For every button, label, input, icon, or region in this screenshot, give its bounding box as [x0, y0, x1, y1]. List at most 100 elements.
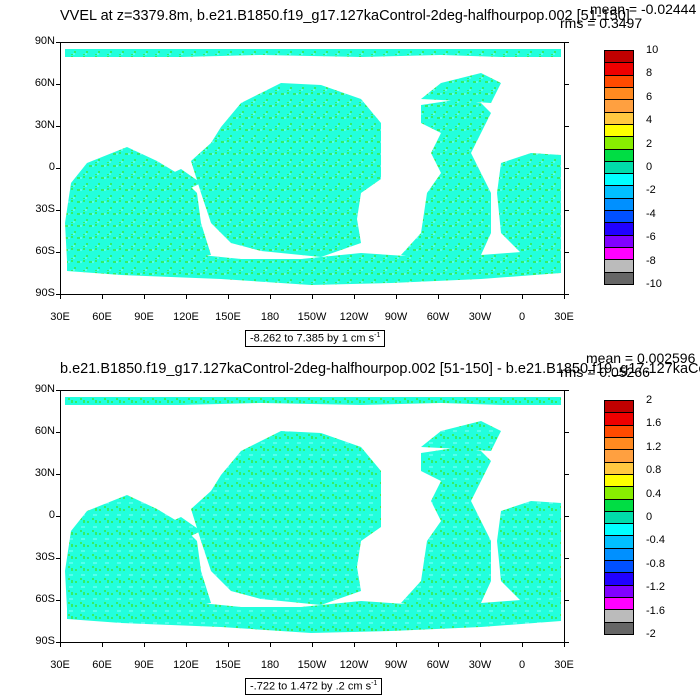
- colorbar-swatch: [604, 547, 634, 562]
- lon-label: 60E: [92, 659, 112, 671]
- lat-label: 60S: [35, 593, 55, 605]
- lon-tick: [228, 643, 229, 647]
- colorbar-label: 0: [646, 161, 653, 173]
- bottom-mean: mean = 0.002596: [586, 350, 696, 366]
- colorbar-label: 10: [646, 44, 659, 56]
- lat-label: 0: [48, 161, 55, 173]
- lat-tick: [56, 42, 60, 43]
- lon-label: 60E: [92, 311, 112, 323]
- lon-label: 30W: [468, 311, 492, 323]
- lon-tick: [354, 295, 355, 299]
- lon-label: 150E: [215, 659, 241, 671]
- lon-tick: [480, 295, 481, 299]
- colorbar-swatch: [604, 609, 634, 623]
- lat-tick: [56, 294, 60, 295]
- bottom-title: b.e21.B1850.f19_g17.127kaControl-2deg-ha…: [60, 361, 700, 377]
- lat-label: 90N: [34, 35, 55, 47]
- ocean-region: [65, 495, 211, 609]
- colorbar-label: 0.4: [646, 487, 662, 500]
- lon-tick: [270, 295, 271, 299]
- colorbar-swatch: [604, 222, 634, 236]
- lon-tick: [228, 295, 229, 299]
- ocean-region: [151, 517, 201, 541]
- lat-tick: [56, 390, 60, 391]
- lon-label: 90W: [384, 659, 408, 671]
- colorbar-swatch: [604, 523, 634, 537]
- ocean-region: [67, 249, 561, 285]
- colorbar-swatch: [604, 424, 634, 438]
- colorbar-swatch: [604, 597, 634, 611]
- lat-tick: [56, 168, 60, 169]
- lon-label: 180: [260, 311, 280, 323]
- lon-label: 90E: [134, 659, 154, 671]
- lat-tick: [56, 210, 60, 211]
- lat-tick: [565, 474, 569, 475]
- lon-tick: [522, 643, 523, 647]
- lon-label: 120W: [339, 659, 369, 671]
- ocean-region: [401, 447, 491, 611]
- colorbar-swatch: [604, 412, 634, 426]
- lon-tick: [144, 643, 145, 647]
- ocean-region: [191, 431, 381, 605]
- lon-tick: [144, 295, 145, 299]
- lat-tick: [565, 516, 569, 517]
- lat-label: 90S: [35, 635, 55, 647]
- top-colorbar: 10 8 6 4 2 0 -2 -4 -6 -8 -10: [604, 44, 662, 290]
- colorbar-swatch: [604, 74, 634, 88]
- ocean-region: [401, 99, 491, 263]
- colorbar-label: 0.8: [646, 464, 662, 477]
- ocean-region: [151, 169, 201, 193]
- lat-tick: [565, 252, 569, 253]
- bottom-contour-range: -.722 to 1.472 by .2 cm s-1: [245, 678, 383, 695]
- colorbar-swatch: [604, 436, 634, 451]
- lat-tick: [56, 600, 60, 601]
- lon-tick: [522, 295, 523, 299]
- colorbar-swatch: [604, 210, 634, 224]
- lon-label: 60W: [426, 311, 450, 323]
- lon-label: 90W: [384, 311, 408, 323]
- colorbar-swatch: [604, 400, 634, 414]
- lat-label: 30N: [34, 467, 55, 479]
- lon-label: 30E: [50, 659, 70, 671]
- lon-tick: [564, 295, 565, 299]
- lon-tick: [438, 643, 439, 647]
- ocean-field: [65, 49, 561, 285]
- bottom-range-text: -.722 to 1.472 by .2 cm s: [250, 680, 372, 693]
- ocean-region: [191, 83, 381, 257]
- bottom-range-sup: -1: [371, 680, 378, 687]
- lat-tick: [565, 294, 569, 295]
- colorbar-swatch: [604, 473, 634, 488]
- lat-tick: [56, 432, 60, 433]
- colorbar-swatch: [604, 247, 634, 261]
- lat-tick: [56, 252, 60, 253]
- lon-label: 30E: [554, 311, 574, 323]
- ocean-region: [421, 421, 501, 451]
- top-contour-range: -8.262 to 7.385 by 1 cm s-1: [245, 330, 386, 347]
- colorbar-swatch: [604, 510, 634, 525]
- lat-label: 30N: [34, 119, 55, 131]
- ocean-field: [65, 397, 561, 633]
- lat-tick: [565, 126, 569, 127]
- colorbar-label: -2: [646, 628, 656, 640]
- colorbar-swatch: [604, 50, 634, 64]
- lon-tick: [438, 295, 439, 299]
- lat-tick: [56, 126, 60, 127]
- lon-label: 120W: [339, 311, 369, 323]
- lat-tick: [565, 432, 569, 433]
- lat-label: 30S: [35, 203, 55, 215]
- ocean-region: [65, 147, 211, 261]
- lon-tick: [186, 643, 187, 647]
- bottom-map-plot: [60, 390, 565, 643]
- ocean-region: [497, 501, 561, 601]
- colorbar-swatch: [604, 560, 634, 574]
- ocean-region: [497, 153, 561, 253]
- lon-label: 0: [518, 311, 526, 323]
- colorbar-swatch: [604, 185, 634, 199]
- colorbar-label: -1.6: [646, 604, 665, 617]
- lat-tick: [565, 84, 569, 85]
- lat-label: 60N: [34, 425, 55, 437]
- lon-tick: [60, 643, 61, 647]
- lon-tick: [312, 643, 313, 647]
- lon-label: 120E: [173, 311, 199, 323]
- ocean-region: [67, 597, 561, 633]
